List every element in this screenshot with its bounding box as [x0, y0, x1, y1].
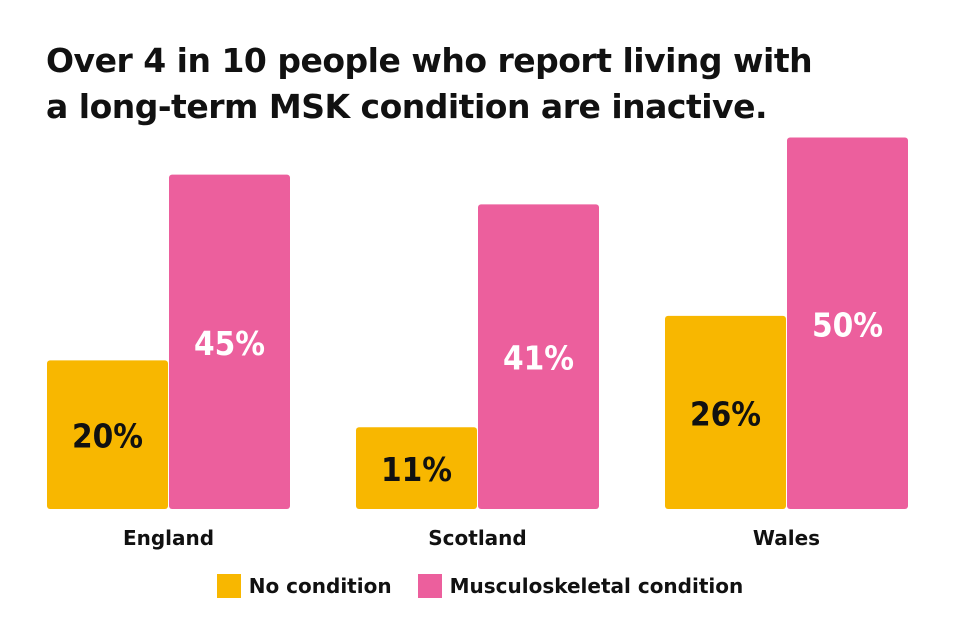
legend-swatch-musculoskeletal — [417, 574, 442, 598]
data-label-no-condition-wales: 26% — [690, 394, 761, 433]
bar-musculoskeletal-scotland — [478, 204, 599, 509]
category-label-england: England — [123, 526, 214, 550]
legend-swatch-no-condition — [216, 574, 241, 598]
bar-no-condition-wales — [665, 315, 786, 509]
legend-label-musculoskeletal: Musculoskeletal condition — [449, 574, 744, 598]
legend-item-no-condition: No condition — [216, 574, 392, 598]
chart-title: Over 4 in 10 people who report living wi… — [46, 38, 926, 130]
bar-no-condition-scotland — [356, 427, 477, 509]
category-label-wales: Wales — [753, 526, 820, 550]
bar-musculoskeletal-england — [169, 174, 290, 509]
legend-label-no-condition: No condition — [248, 574, 392, 598]
chart-title-line-1: Over 4 in 10 people who report living wi… — [46, 41, 813, 80]
bar-no-condition-england — [47, 360, 168, 509]
category-label-scotland: Scotland — [428, 526, 526, 550]
data-label-no-condition-england: 20% — [72, 417, 143, 456]
data-label-musculoskeletal-scotland: 41% — [503, 339, 574, 378]
legend-item-musculoskeletal: Musculoskeletal condition — [417, 574, 744, 598]
legend: No condition Musculoskeletal condition — [0, 570, 960, 602]
data-label-no-condition-scotland: 11% — [381, 450, 452, 489]
data-label-musculoskeletal-england: 45% — [194, 324, 265, 363]
chart-title-line-2: a long-term MSK condition are inactive. — [46, 87, 768, 126]
bar-musculoskeletal-wales — [787, 137, 908, 509]
data-label-musculoskeletal-wales: 50% — [812, 305, 883, 344]
